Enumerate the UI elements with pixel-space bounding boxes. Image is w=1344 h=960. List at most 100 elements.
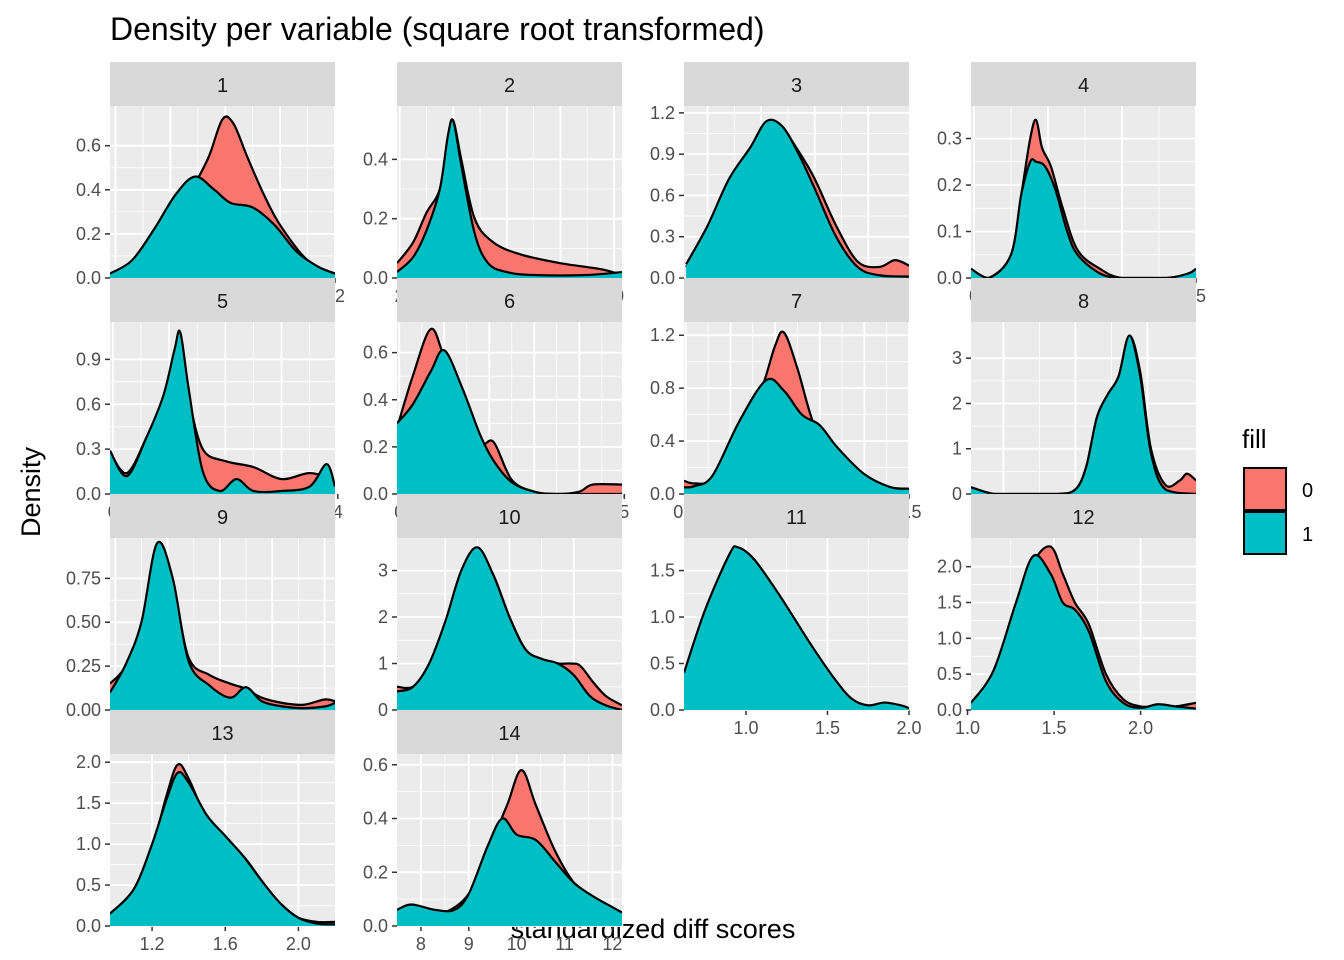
y-tick-label: 1.0 [650, 607, 675, 627]
y-tick-label: 0.0 [937, 268, 962, 288]
x-tick-label: 9 [464, 934, 474, 954]
facet-panel-11: 11 1.0 1.5 2.0 0.0 0.5 1.0 1.5 [650, 494, 922, 738]
density-area-group-1 [971, 554, 1196, 710]
y-tick-label: 0.6 [363, 755, 388, 775]
facet-strip-label: 9 [217, 507, 228, 529]
facet-panel-5: 5012340.00.30.60.9 [76, 278, 343, 522]
density-area-group-1 [971, 159, 1196, 278]
density-area-group-1 [110, 176, 335, 278]
y-tick-label: 0.9 [650, 144, 675, 164]
density-area-group-1 [110, 772, 335, 926]
facet-strip-label: 10 [498, 507, 520, 529]
density-areas [110, 763, 335, 926]
facet-strip [971, 494, 1196, 538]
y-tick-label: 2.0 [937, 557, 962, 577]
y-tick-label: 1.2 [650, 103, 675, 123]
facet-strip-label: 11 [786, 507, 807, 529]
density-areas [684, 545, 909, 710]
x-tick-label: 1.6 [213, 934, 238, 954]
y-tick-label: 0.1 [937, 222, 962, 242]
facet-strip-label: 12 [1072, 507, 1094, 529]
y-tick-label: 0.0 [76, 916, 101, 936]
y-tick-label: 1.5 [650, 561, 675, 581]
y-tick-label: 0.6 [650, 185, 675, 205]
y-tick-label: 0.4 [363, 390, 388, 410]
x-tick-label: 2.0 [286, 934, 311, 954]
y-tick-label: 0 [378, 700, 388, 720]
density-areas [397, 118, 622, 278]
facet-strip [684, 494, 909, 538]
x-tick-label: 12 [602, 934, 622, 954]
y-tick-label: 0.0 [650, 268, 675, 288]
y-tick-label: 0.4 [363, 149, 388, 169]
facet-panels: 1891011120.00.20.40.622468100.00.20.430.… [66, 62, 1206, 954]
x-tick-label: 10 [507, 934, 527, 954]
density-areas [110, 329, 335, 494]
facet-strip-label: 14 [498, 723, 520, 745]
facet-panel-9: 9123450.000.250.500.75 [66, 494, 335, 738]
density-line-group-1 [397, 348, 622, 494]
x-tick-label: 1.2 [140, 934, 165, 954]
facet-strip-label: 7 [791, 291, 802, 313]
y-tick-label: 1.0 [937, 628, 962, 648]
y-tick-label: 0.0 [937, 700, 962, 720]
y-tick-label: 3 [378, 561, 388, 581]
density-areas [971, 118, 1196, 278]
density-line-group-1 [684, 545, 909, 710]
facet-panel-2: 22468100.00.20.4 [363, 62, 624, 306]
x-tick-label: 1.0 [733, 718, 758, 738]
y-tick-label: 0.2 [363, 437, 388, 457]
y-tick-label: 0.6 [76, 394, 101, 414]
density-areas [397, 546, 622, 710]
density-areas [685, 118, 909, 278]
x-tick-label: 2.0 [1128, 718, 1153, 738]
facet-panel-8: 81.62.02.40123 [952, 278, 1196, 522]
legend-label-0: 0 [1302, 480, 1313, 502]
facet-strip-label: 6 [504, 291, 515, 313]
x-tick-label: 5 [619, 502, 629, 522]
x-tick-label: 1.5 [1042, 718, 1067, 738]
facet-strip [397, 710, 622, 754]
facet-strip [397, 278, 622, 322]
panel-background [971, 106, 1196, 278]
density-line-group-1 [110, 771, 335, 926]
facet-strip [684, 62, 909, 106]
legend-label-1: 1 [1302, 524, 1313, 546]
y-tick-label: 0.4 [76, 180, 101, 200]
y-tick-label: 0.3 [76, 439, 101, 459]
density-line-group-1 [685, 118, 909, 278]
facet-strip-label: 8 [1078, 291, 1089, 313]
density-area-group-1 [686, 119, 909, 278]
y-tick-label: 0.0 [76, 268, 101, 288]
chart-title: Density per variable (square root transf… [110, 11, 765, 47]
density-line-group-1 [397, 817, 622, 914]
legend-items: 01 [1243, 467, 1313, 555]
y-tick-label: 1.5 [937, 593, 962, 613]
facet-strip [110, 494, 335, 538]
y-tick-label: 0.0 [363, 916, 388, 936]
facet-strip-label: 2 [504, 75, 515, 97]
facet-strip [397, 494, 622, 538]
facet-panel-6: 60123450.00.20.40.6 [363, 278, 629, 522]
density-areas [684, 330, 909, 494]
facet-panel-12: 12 1.0 1.5 2.0 0.0 0.5 1.0 1.5 2.0 [937, 494, 1196, 738]
density-area-group-1 [110, 330, 335, 494]
legend-title: fill [1242, 424, 1267, 454]
y-tick-label: 0.4 [363, 809, 388, 829]
y-tick-label: 0.3 [937, 129, 962, 149]
facet-panel-13: 13 1.2 1.6 2.0 0.0 0.5 1.0 1.5 2.0 [76, 710, 335, 954]
facet-panel-1: 1891011120.00.20.40.6 [76, 62, 345, 306]
y-tick-label: 0.6 [363, 343, 388, 363]
density-line-group-1 [971, 553, 1196, 710]
facet-panel-14: 14 8 9 10 11 12 0.0 0.2 0.4 0.6 [363, 710, 622, 954]
facet-strip-label: 3 [791, 75, 802, 97]
density-area-group-1 [397, 349, 622, 494]
y-tick-label: 0.0 [76, 484, 101, 504]
y-tick-label: 0.0 [650, 700, 675, 720]
facet-strip [110, 710, 335, 754]
facet-strip-label: 4 [1078, 75, 1089, 97]
y-tick-label: 0.2 [76, 224, 101, 244]
y-tick-label: 0 [952, 484, 962, 504]
facet-panel-4: 40510150.00.10.20.3 [937, 62, 1206, 306]
